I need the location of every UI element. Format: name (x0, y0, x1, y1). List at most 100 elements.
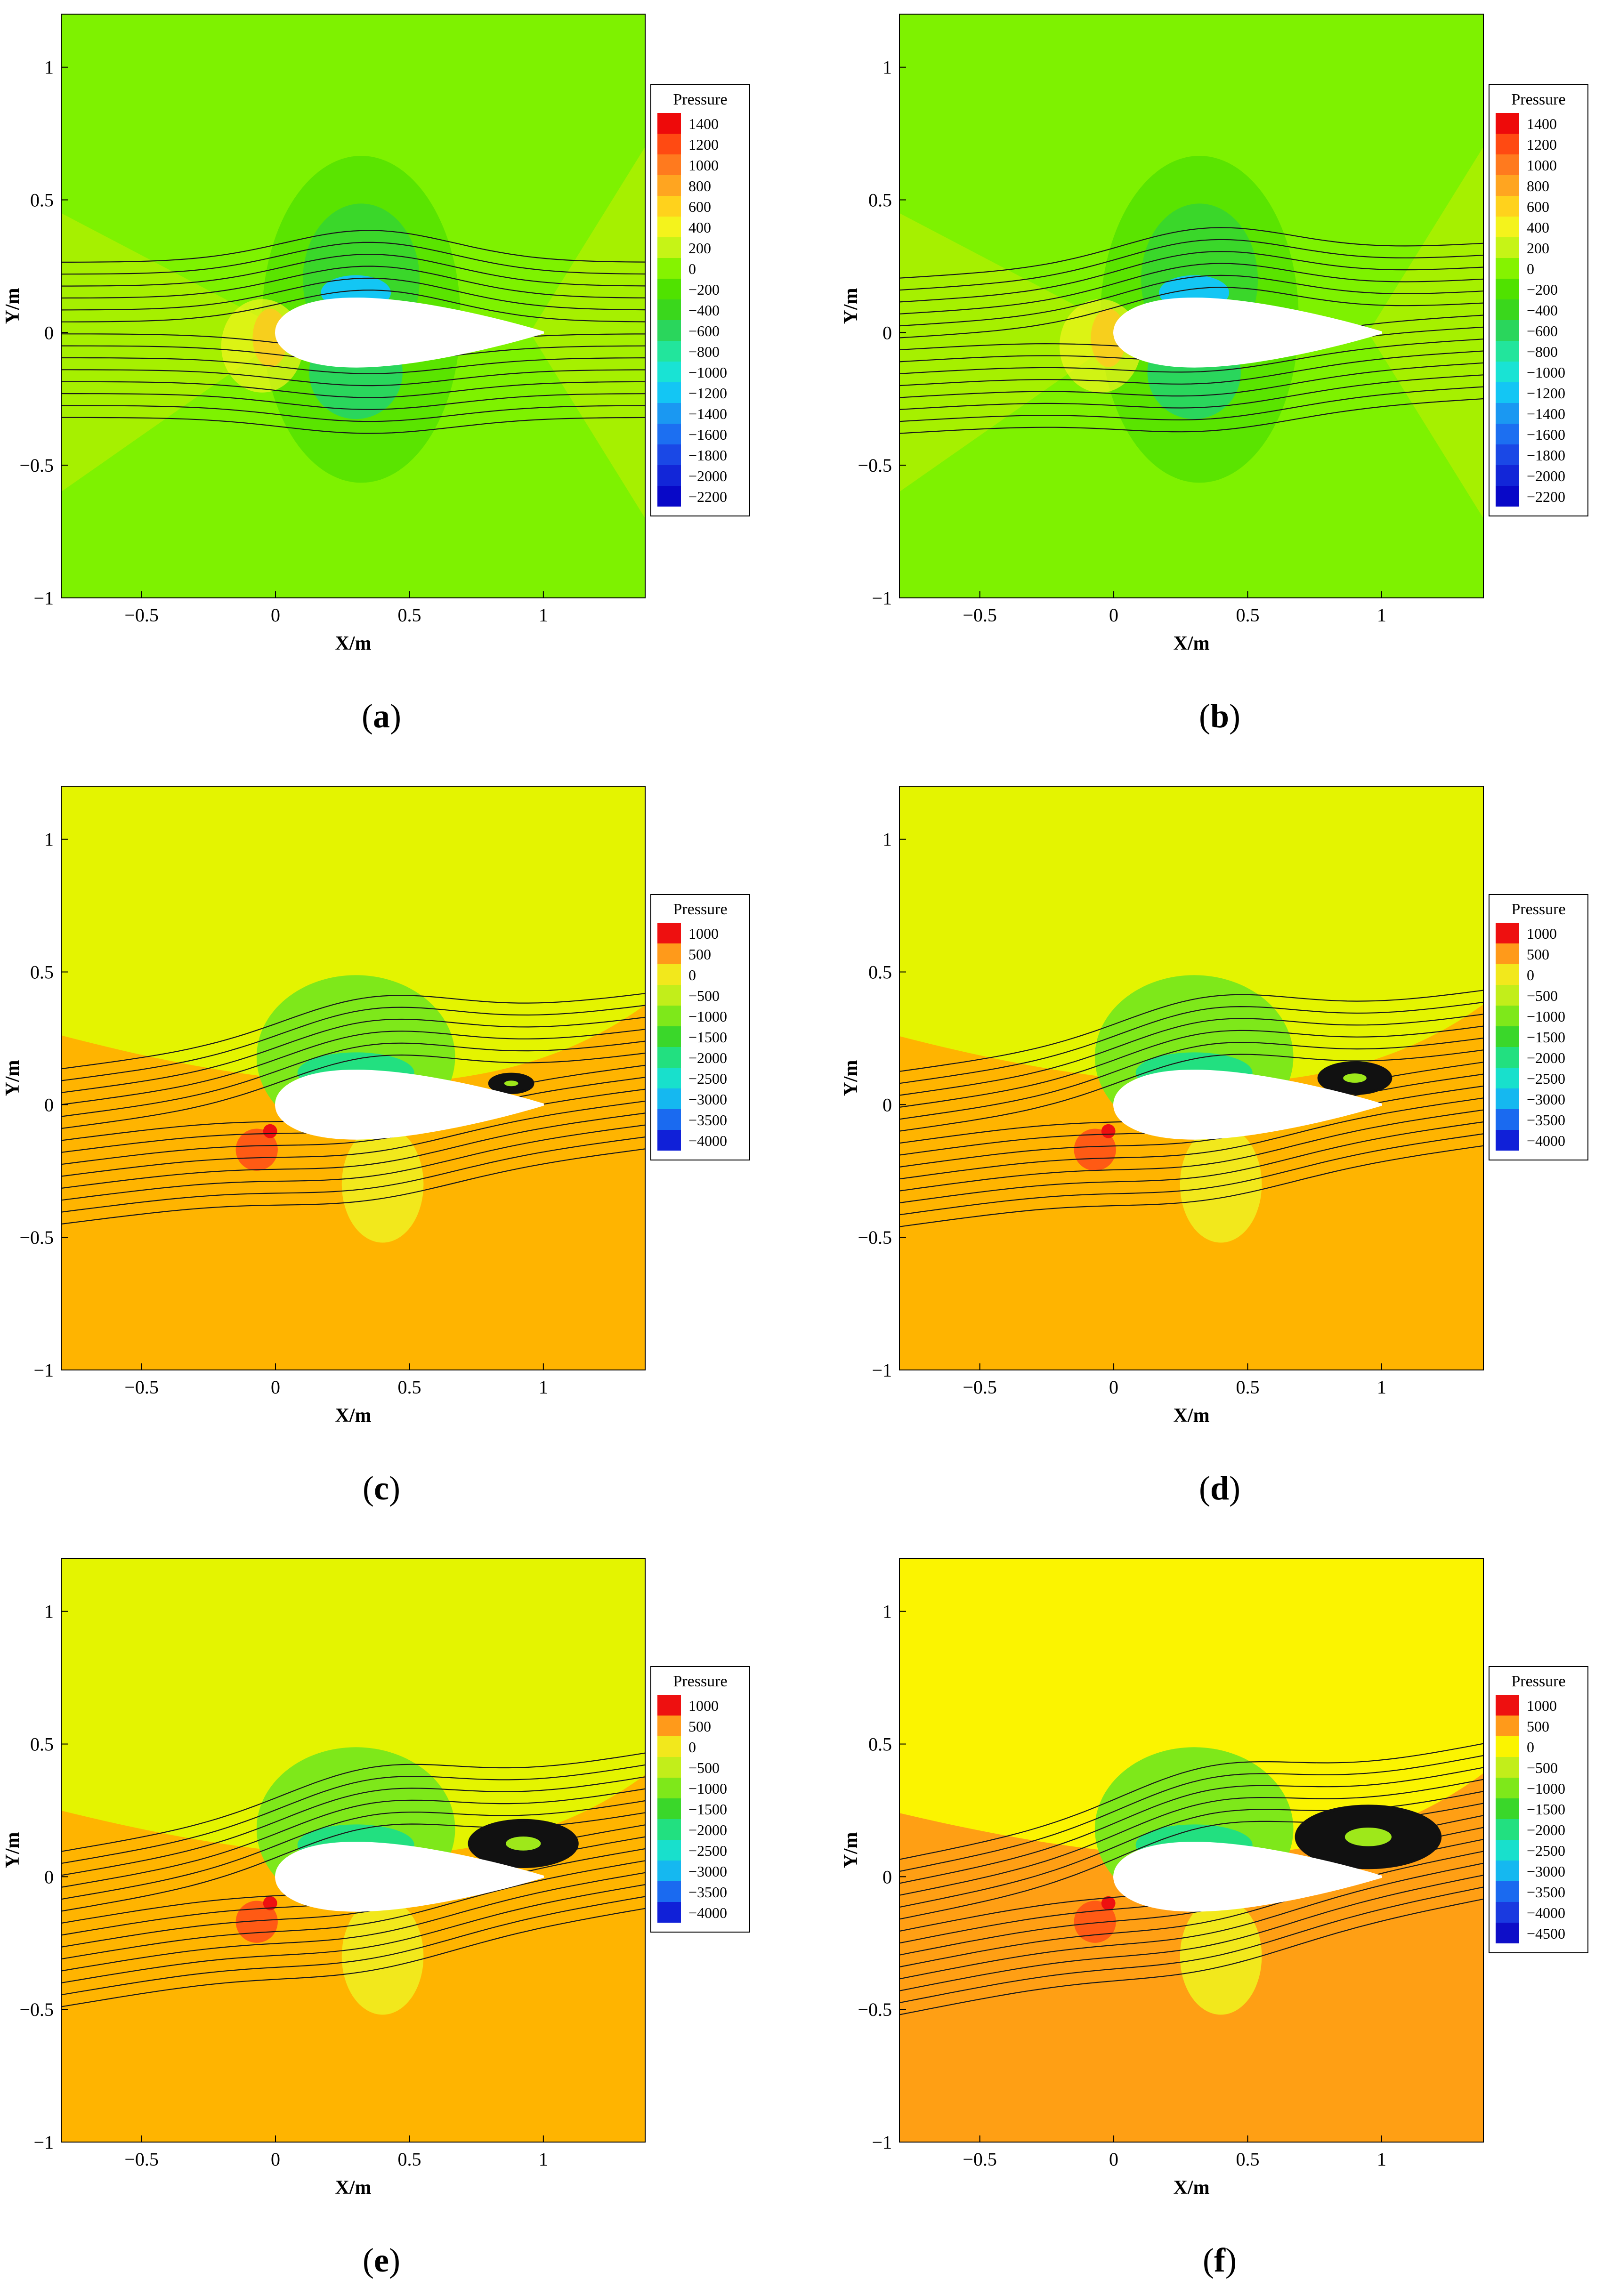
streamline (899, 1025, 1483, 1108)
streamline (61, 1872, 645, 1972)
legend-label: 0 (688, 967, 696, 983)
legend-swatch (1496, 985, 1519, 1006)
x-tick-label: 0.5 (397, 1377, 421, 1398)
legend-label: −1500 (688, 1801, 727, 1818)
caption-d: (d) (1198, 1469, 1240, 1507)
legend-swatch (657, 1840, 681, 1861)
legend-label: −1500 (1527, 1801, 1565, 1818)
plot-frame (61, 1558, 646, 2143)
legend-label: −2200 (1527, 488, 1565, 505)
streamline (899, 1109, 1483, 1192)
streamline (61, 1752, 645, 1852)
legend-swatch (1496, 1798, 1519, 1819)
streamline (61, 1052, 645, 1129)
legend-swatch (657, 1778, 681, 1798)
legend-swatch (657, 1026, 681, 1047)
legend-label: 1400 (1527, 115, 1557, 132)
y-tick-label: 1 (44, 829, 54, 850)
y-tick-label: −1 (872, 588, 892, 609)
legend-swatch (1496, 113, 1519, 134)
legend-label: −1000 (688, 1008, 727, 1025)
streamline (61, 405, 645, 422)
legend-swatch (657, 1088, 681, 1109)
legend-swatch (657, 341, 681, 362)
legend: Pressure 1400 1200 1000 800 600 400 200 0 −200 −40… (650, 84, 750, 516)
legend-swatch (657, 299, 681, 320)
legend-swatch (1496, 943, 1519, 964)
legend-label: −3000 (1527, 1091, 1565, 1108)
y-tick-label: −0.5 (858, 455, 892, 476)
x-tick-label: 0.5 (1236, 2149, 1259, 2170)
legend-swatch (1496, 1819, 1519, 1840)
legend-title: Pressure (673, 91, 727, 108)
caption-f: (f) (1203, 2241, 1237, 2279)
streamline (899, 362, 1483, 398)
streamline (61, 1100, 645, 1177)
contour-field (61, 786, 645, 1370)
streamline (899, 1886, 1483, 2004)
field-zone-lower (1180, 1898, 1262, 2015)
streamline (61, 1136, 645, 1213)
contour-field (899, 14, 1483, 598)
legend-swatch (657, 943, 681, 964)
legend-label: 0 (688, 260, 696, 277)
panel-d: −0.5 0 0.5 1 −1 −0.5 0 0.5 1 X/m Y/m Pressure 1000 50… (838, 772, 1603, 1459)
x-axis-label: X/m (1174, 633, 1210, 654)
airfoil (275, 298, 544, 368)
streamline (61, 1848, 645, 1948)
legend-swatch (1496, 1695, 1519, 1716)
legend-swatch (1496, 1716, 1519, 1736)
x-tick-label: 0.5 (397, 604, 421, 626)
legend-swatch (657, 175, 681, 196)
airfoil (275, 1070, 544, 1140)
streamline (899, 338, 1483, 374)
chart-svg-f: −0.5 0 0.5 1 −1 −0.5 0 0.5 1 X/m Y/m Pressure 1000 50… (840, 1558, 1588, 2199)
legend-label: −1400 (1527, 405, 1565, 422)
legend-label: −1200 (1527, 385, 1565, 402)
streamline (899, 398, 1483, 434)
y-tick-label: 1 (44, 57, 54, 78)
streamline (899, 1755, 1483, 1872)
y-tick-label: −0.5 (858, 1999, 892, 2020)
streamline (899, 1767, 1483, 1884)
y-axis-label: Y/m (840, 288, 862, 324)
legend-label: −2000 (1527, 467, 1565, 484)
y-tick-label: −1 (33, 2132, 54, 2153)
legend-label: 0 (1527, 260, 1534, 277)
chart-svg-b: −0.5 0 0.5 1 −1 −0.5 0 0.5 1 X/m Y/m Pressure 1400 12… (840, 14, 1588, 654)
y-tick-label: 0.5 (30, 962, 54, 983)
vortex-core (505, 1837, 541, 1851)
y-tick-label: −0.5 (19, 1227, 54, 1248)
legend-swatch (657, 382, 681, 403)
streamline (899, 1001, 1483, 1084)
legend-swatch (1496, 403, 1519, 424)
legend-label: −500 (1527, 1759, 1558, 1776)
legend-swatch (657, 1757, 681, 1778)
x-tick-label: −0.5 (963, 2149, 997, 2170)
legend-swatch (1496, 1130, 1519, 1151)
legend-label: 600 (1527, 198, 1549, 215)
legend-label: −3500 (1527, 1112, 1565, 1128)
x-tick-label: 0.5 (397, 2149, 421, 2170)
streamline (899, 1049, 1483, 1132)
legend-label: −1600 (1527, 426, 1565, 443)
streamline (61, 253, 645, 287)
streamlines (899, 1743, 1483, 2015)
legend: Pressure 1000 500 0 −500 −1000 −1500 −2000 −2500… (650, 1666, 750, 1933)
streamline (61, 1005, 645, 1081)
panel-c: −0.5 0 0.5 1 −1 −0.5 0 0.5 1 X/m Y/m Pressure 1000 50… (0, 772, 772, 1459)
legend-swatch (1496, 1047, 1519, 1068)
chart-svg-e: −0.5 0 0.5 1 −1 −0.5 0 0.5 1 X/m Y/m Pressure 1000 50… (2, 1558, 750, 2199)
legend-swatch (657, 985, 681, 1006)
y-tick-label: 1 (882, 829, 892, 850)
legend-label: 400 (1527, 219, 1549, 236)
field-wedge-left (899, 213, 1127, 492)
legend-swatch (1496, 1778, 1519, 1798)
legend-title: Pressure (673, 901, 727, 918)
legend-swatch (657, 154, 681, 175)
legend-swatch (657, 1695, 681, 1716)
legend-label: −1000 (1527, 1008, 1565, 1025)
legend-swatch (657, 486, 681, 507)
streamline (61, 277, 645, 311)
legend-label: −1000 (1527, 364, 1565, 381)
